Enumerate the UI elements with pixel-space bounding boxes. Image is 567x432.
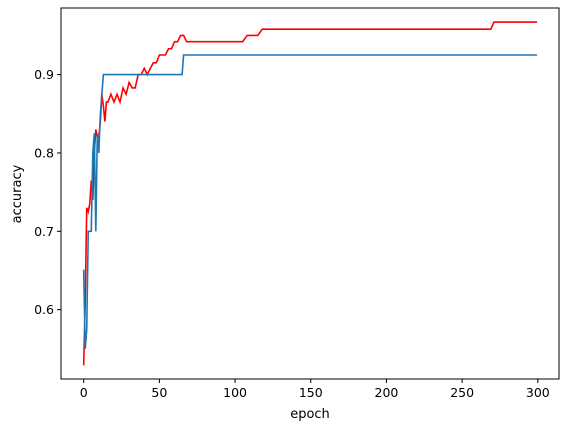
plot-frame: [60, 7, 560, 380]
blue-series-line: [82, 54, 538, 349]
x-tick-label: 150: [299, 385, 323, 400]
x-tick-label: 250: [450, 385, 474, 400]
y-tick-label: 0.8: [34, 145, 54, 160]
series-layer: [82, 21, 538, 366]
y-axis-label: accuracy: [10, 164, 25, 223]
x-tick-label: 300: [526, 385, 550, 400]
y-axis-ticks: 0.6 0.7 0.8 0.9: [34, 67, 61, 317]
x-tick-label: 200: [375, 385, 399, 400]
x-axis-label: epoch: [290, 407, 330, 422]
x-tick-label: 50: [151, 385, 167, 400]
y-tick-label: 0.6: [34, 302, 54, 317]
x-axis-ticks: 0 50 100 150 200 250 300: [80, 379, 550, 400]
x-tick-label: 100: [223, 385, 247, 400]
plot-area: [61, 8, 559, 379]
red-series-line: [82, 21, 538, 366]
x-tick-label: 0: [80, 385, 88, 400]
y-tick-label: 0.7: [34, 224, 54, 239]
y-tick-label: 0.9: [34, 67, 54, 82]
